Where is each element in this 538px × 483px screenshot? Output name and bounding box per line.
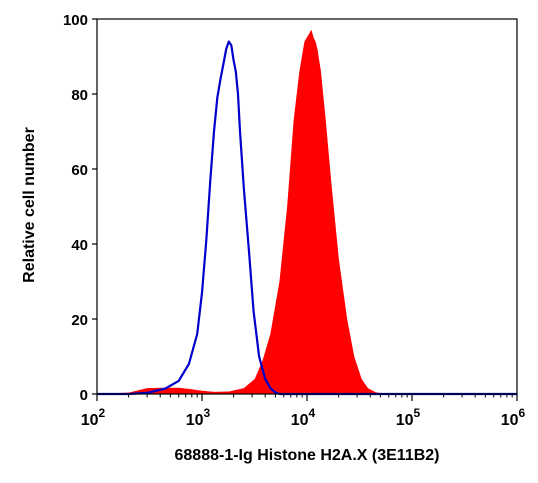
x-tick-label: 106 bbox=[501, 406, 526, 429]
x-tick-label: 105 bbox=[396, 406, 421, 429]
y-tick-label: 0 bbox=[80, 387, 88, 404]
x-tick-label: 104 bbox=[291, 406, 316, 429]
y-tick-label: 40 bbox=[71, 237, 88, 254]
y-axis-title: Relative cell number bbox=[21, 127, 38, 283]
outline-histogram-series bbox=[97, 40, 517, 396]
y-tick-label: 100 bbox=[63, 12, 88, 29]
y-tick-label: 20 bbox=[71, 312, 88, 329]
filled-histogram-series bbox=[96, 29, 517, 395]
x-axis-title: 68888-1-Ig Histone H2A.X (3E11B2) bbox=[175, 447, 440, 464]
y-tick-label: 60 bbox=[71, 162, 88, 179]
x-tick-label: 103 bbox=[186, 406, 211, 429]
x-tick-label: 102 bbox=[81, 406, 106, 429]
y-tick-label: 80 bbox=[71, 87, 88, 104]
axes-layer bbox=[92, 18, 518, 401]
series-layer bbox=[96, 29, 517, 396]
tick-labels: 0 20 40 60 80 100 102 103 104 105 106 bbox=[63, 12, 526, 429]
